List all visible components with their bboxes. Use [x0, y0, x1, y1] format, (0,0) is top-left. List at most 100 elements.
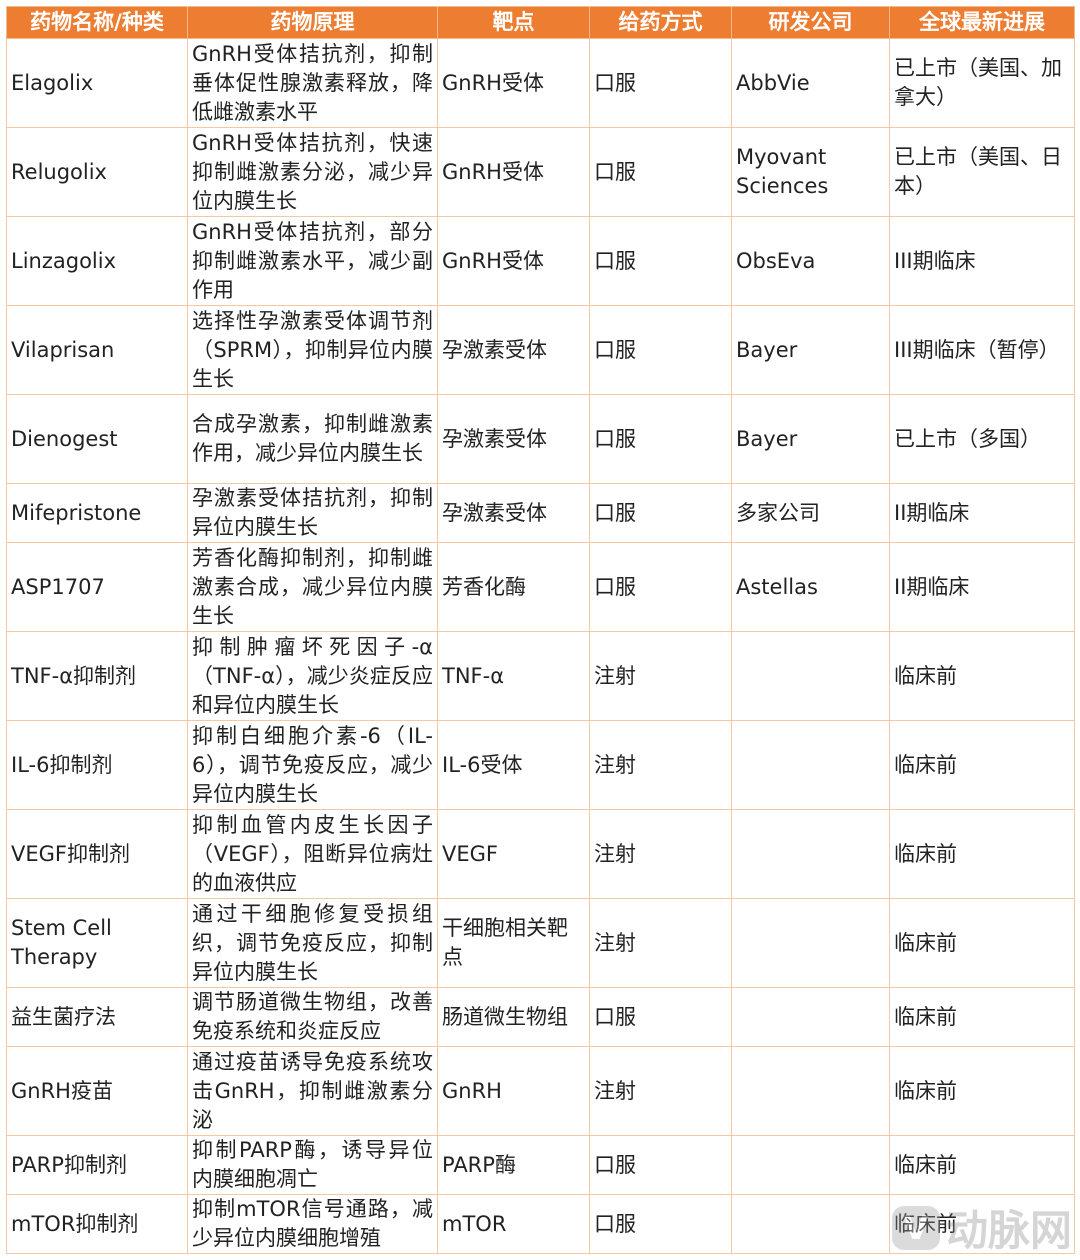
header-drug-name: 药物名称/种类: [6, 6, 188, 39]
progress-cell: 临床前: [889, 987, 1075, 1047]
mechanism-cell: 抑制mTOR信号通路，减少异位内膜细胞增殖: [187, 1194, 438, 1254]
header-row: 药物名称/种类 药物原理 靶点 给药方式 研发公司 全球最新进展: [6, 6, 1075, 39]
target-cell: GnRH受体: [437, 216, 590, 306]
company-cell: [731, 987, 890, 1047]
target-cell: 孕激素受体: [437, 483, 590, 543]
drug-name-cell: mTOR抑制剂: [6, 1194, 188, 1254]
company-cell: [731, 1046, 890, 1136]
target-cell: GnRH受体: [437, 127, 590, 217]
route-cell: 口服: [589, 483, 732, 543]
company-cell: Bayer: [731, 394, 890, 484]
target-cell: 肠道微生物组: [437, 987, 590, 1047]
progress-cell: 临床前: [889, 1135, 1075, 1195]
drug-name-cell: TNF-α抑制剂: [6, 631, 188, 721]
route-cell: 注射: [589, 898, 732, 988]
table-row: PARP抑制剂 抑制PARP酶，诱导异位内膜细胞凋亡 PARP酶 口服 临床前: [6, 1135, 1075, 1195]
progress-cell: 临床前: [889, 1194, 1075, 1254]
drug-name-cell: VEGF抑制剂: [6, 809, 188, 899]
drug-name-cell: Relugolix: [6, 127, 188, 217]
header-progress: 全球最新进展: [889, 6, 1075, 39]
table-row: TNF-α抑制剂 抑制肿瘤坏死因子-α（TNF-α），减少炎症反应和异位内膜生长 T…: [6, 631, 1075, 721]
company-cell: 多家公司: [731, 483, 890, 543]
mechanism-cell: 调节肠道微生物组，改善免疫系统和炎症反应: [187, 987, 438, 1047]
route-cell: 口服: [589, 305, 732, 395]
progress-cell: 临床前: [889, 898, 1075, 988]
drug-name-cell: ASP1707: [6, 542, 188, 632]
mechanism-cell: GnRH受体拮抗剂，快速抑制雌激素分泌，减少异位内膜生长: [187, 127, 438, 217]
mechanism-cell: 选择性孕激素受体调节剂（SPRM），抑制异位内膜生长: [187, 305, 438, 395]
route-cell: 口服: [589, 987, 732, 1047]
table-row: Stem Cell Therapy 通过干细胞修复受损组织，调节免疫反应，抑制异位…: [6, 898, 1075, 988]
company-cell: [731, 631, 890, 721]
table-row: Relugolix GnRH受体拮抗剂，快速抑制雌激素分泌，减少异位内膜生长 GnR…: [6, 127, 1075, 217]
drug-name-cell: Dienogest: [6, 394, 188, 484]
progress-cell: II期临床: [889, 483, 1075, 543]
mechanism-cell: 通过干细胞修复受损组织，调节免疫反应，抑制异位内膜生长: [187, 898, 438, 988]
drug-name-cell: Vilaprisan: [6, 305, 188, 395]
company-cell: [731, 898, 890, 988]
table-row: Vilaprisan 选择性孕激素受体调节剂（SPRM），抑制异位内膜生长 孕激素受…: [6, 305, 1075, 395]
route-cell: 口服: [589, 216, 732, 306]
table-row: IL-6抑制剂 抑制白细胞介素-6（IL-6），调节免疫反应，减少异位内膜生长 IL…: [6, 720, 1075, 810]
target-cell: 孕激素受体: [437, 394, 590, 484]
route-cell: 口服: [589, 127, 732, 217]
company-cell: [731, 1135, 890, 1195]
company-cell: Bayer: [731, 305, 890, 395]
target-cell: IL-6受体: [437, 720, 590, 810]
progress-cell: III期临床（暂停）: [889, 305, 1075, 395]
progress-cell: 临床前: [889, 631, 1075, 721]
table-row: Elagolix GnRH受体拮抗剂，抑制垂体促性腺激素释放，降低雌激素水平 GnR…: [6, 38, 1075, 128]
drug-name-cell: Elagolix: [6, 38, 188, 128]
mechanism-cell: 孕激素受体拮抗剂，抑制异位内膜生长: [187, 483, 438, 543]
mechanism-cell: 合成孕激素，抑制雌激素作用，减少异位内膜生长: [187, 394, 438, 484]
company-cell: [731, 720, 890, 810]
mechanism-cell: 抑制血管内皮生长因子（VEGF），阻断异位病灶的血液供应: [187, 809, 438, 899]
company-cell: [731, 809, 890, 899]
table-row: ASP1707 芳香化酶抑制剂，抑制雌激素合成，减少异位内膜生长 芳香化酶 口服 Ast…: [6, 542, 1075, 632]
company-cell: [731, 1194, 890, 1254]
progress-cell: 已上市（美国、加拿大）: [889, 38, 1075, 128]
target-cell: TNF-α: [437, 631, 590, 721]
progress-cell: II期临床: [889, 542, 1075, 632]
header-mechanism: 药物原理: [187, 6, 438, 39]
target-cell: 干细胞相关靶点: [437, 898, 590, 988]
target-cell: mTOR: [437, 1194, 590, 1254]
route-cell: 口服: [589, 394, 732, 484]
drug-name-cell: Mifepristone: [6, 483, 188, 543]
mechanism-cell: 抑制PARP酶，诱导异位内膜细胞凋亡: [187, 1135, 438, 1195]
table-row: Linzagolix GnRH受体拮抗剂，部分抑制雌激素水平，减少副作用 GnRH受…: [6, 216, 1075, 306]
drug-pipeline-table: 药物名称/种类 药物原理 靶点 给药方式 研发公司 全球最新进展 Elagoli…: [6, 6, 1075, 1254]
table-row: mTOR抑制剂 抑制mTOR信号通路，减少异位内膜细胞增殖 mTOR 口服 临床前: [6, 1194, 1075, 1254]
company-cell: ObsEva: [731, 216, 890, 306]
route-cell: 口服: [589, 1135, 732, 1195]
progress-cell: 临床前: [889, 720, 1075, 810]
progress-cell: 已上市（美国、日本）: [889, 127, 1075, 217]
header-company: 研发公司: [731, 6, 890, 39]
table-body: Elagolix GnRH受体拮抗剂，抑制垂体促性腺激素释放，降低雌激素水平 GnR…: [6, 38, 1075, 1254]
progress-cell: III期临床: [889, 216, 1075, 306]
drug-name-cell: 益生菌疗法: [6, 987, 188, 1047]
drug-name-cell: IL-6抑制剂: [6, 720, 188, 810]
mechanism-cell: 芳香化酶抑制剂，抑制雌激素合成，减少异位内膜生长: [187, 542, 438, 632]
table-row: GnRH疫苗 通过疫苗诱导免疫系统攻击GnRH，抑制雌激素分泌 GnRH 注射 临床前: [6, 1046, 1075, 1136]
drug-name-cell: GnRH疫苗: [6, 1046, 188, 1136]
route-cell: 口服: [589, 1194, 732, 1254]
drug-name-cell: Stem Cell Therapy: [6, 898, 188, 988]
route-cell: 注射: [589, 809, 732, 899]
company-cell: Astellas: [731, 542, 890, 632]
target-cell: PARP酶: [437, 1135, 590, 1195]
table-row: VEGF抑制剂 抑制血管内皮生长因子（VEGF），阻断异位病灶的血液供应 VEGF 注…: [6, 809, 1075, 899]
mechanism-cell: GnRH受体拮抗剂，抑制垂体促性腺激素释放，降低雌激素水平: [187, 38, 438, 128]
route-cell: 口服: [589, 542, 732, 632]
progress-cell: 临床前: [889, 1046, 1075, 1136]
target-cell: GnRH受体: [437, 38, 590, 128]
mechanism-cell: 抑制肿瘤坏死因子-α（TNF-α），减少炎症反应和异位内膜生长: [187, 631, 438, 721]
table-row: Mifepristone 孕激素受体拮抗剂，抑制异位内膜生长 孕激素受体 口服 多家公司…: [6, 483, 1075, 543]
header-target: 靶点: [437, 6, 590, 39]
mechanism-cell: 通过疫苗诱导免疫系统攻击GnRH，抑制雌激素分泌: [187, 1046, 438, 1136]
target-cell: 芳香化酶: [437, 542, 590, 632]
mechanism-cell: GnRH受体拮抗剂，部分抑制雌激素水平，减少副作用: [187, 216, 438, 306]
route-cell: 注射: [589, 631, 732, 721]
drug-name-cell: PARP抑制剂: [6, 1135, 188, 1195]
mechanism-cell: 抑制白细胞介素-6（IL-6），调节免疫反应，减少异位内膜生长: [187, 720, 438, 810]
